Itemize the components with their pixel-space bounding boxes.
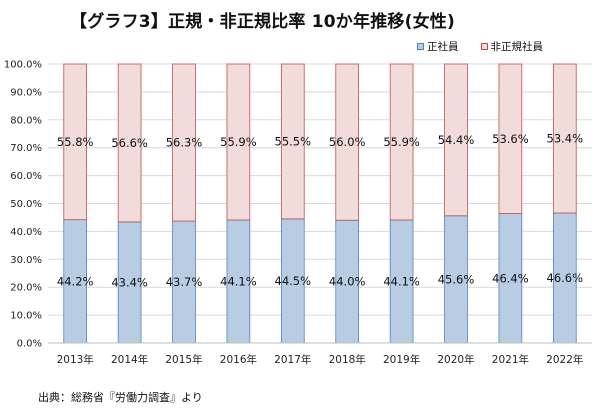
- data-label-regular: 43.4%: [111, 275, 148, 289]
- data-label-regular: 46.4%: [492, 271, 529, 285]
- x-tick-label: 2022年: [546, 353, 583, 366]
- data-label-nonregular: 54.4%: [438, 133, 475, 147]
- data-label-regular: 43.7%: [166, 275, 203, 289]
- data-label-nonregular: 53.6%: [492, 132, 529, 146]
- bar-nonregular: [172, 63, 196, 222]
- chart-title: 【グラフ3】正規・非正規比率 10か年推移(女性): [70, 12, 455, 32]
- y-tick-label: 40.0%: [10, 227, 42, 238]
- legend-item-nonregular: 非正規社員: [480, 39, 544, 54]
- x-tick-label: 2013年: [57, 353, 94, 366]
- data-label-nonregular: 53.4%: [547, 131, 584, 145]
- y-tick-label: 30.0%: [10, 255, 42, 266]
- bar-nonregular: [280, 63, 305, 220]
- legend: 正社員 非正規社員: [417, 39, 543, 54]
- data-label-nonregular: 55.9%: [220, 135, 257, 149]
- legend-swatch-nonregular: [480, 43, 488, 50]
- x-tick-label: 2018年: [329, 353, 366, 366]
- legend-label-regular: 正社員: [427, 41, 459, 53]
- source-note: 出典：総務省『労働力調査』より: [38, 391, 203, 404]
- data-label-nonregular: 55.9%: [383, 135, 420, 149]
- data-label-nonregular: 56.0%: [329, 135, 366, 149]
- x-tick-label: 2016年: [220, 353, 257, 366]
- data-label-nonregular: 55.5%: [275, 134, 312, 148]
- y-tick-label: 20.0%: [10, 283, 42, 294]
- bar-nonregular: [335, 63, 360, 221]
- data-label-regular: 44.1%: [220, 274, 257, 288]
- legend-item-regular: 正社員: [417, 39, 459, 54]
- y-tick-label: 50.0%: [10, 199, 42, 210]
- data-label-regular: 44.0%: [329, 275, 366, 289]
- bar-nonregular: [63, 63, 88, 221]
- data-label-regular: 44.1%: [383, 274, 420, 288]
- x-tick-label: 2015年: [165, 353, 202, 366]
- data-label-nonregular: 55.8%: [57, 135, 94, 149]
- x-tick-label: 2017年: [274, 353, 311, 366]
- data-label-nonregular: 56.3%: [166, 136, 203, 150]
- bar-nonregular: [498, 63, 523, 214]
- y-tick-label: 80.0%: [10, 115, 42, 126]
- bar-nonregular: [552, 63, 577, 214]
- bar-nonregular: [226, 63, 251, 221]
- y-tick-label: 90.0%: [10, 87, 42, 98]
- legend-swatch-regular: [417, 43, 424, 50]
- y-tick-label: 70.0%: [10, 143, 42, 154]
- bar-nonregular: [117, 63, 142, 223]
- y-tick-label: 10.0%: [10, 311, 42, 322]
- x-tick-label: 2019年: [383, 353, 420, 366]
- bar-nonregular: [389, 63, 414, 221]
- x-tick-label: 2020年: [437, 353, 474, 366]
- y-tick-label: 0.0%: [17, 339, 42, 350]
- data-label-regular: 44.5%: [275, 274, 312, 288]
- data-label-regular: 45.6%: [438, 272, 475, 286]
- x-tick-label: 2021年: [492, 353, 529, 366]
- data-label-nonregular: 56.6%: [111, 136, 148, 150]
- legend-label-nonregular: 非正規社員: [490, 41, 544, 53]
- bar-nonregular: [444, 63, 468, 217]
- y-tick-label: 100.0%: [4, 60, 42, 71]
- x-tick-label: 2014年: [111, 353, 148, 366]
- data-label-regular: 44.2%: [57, 274, 94, 288]
- data-label-regular: 46.6%: [547, 271, 584, 285]
- y-tick-label: 60.0%: [10, 171, 42, 182]
